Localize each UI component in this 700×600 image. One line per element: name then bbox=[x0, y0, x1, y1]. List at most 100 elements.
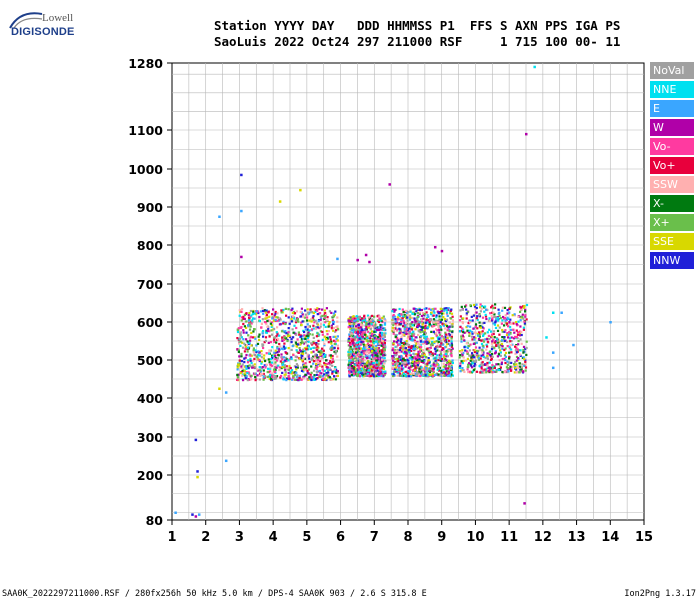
echo-point bbox=[349, 341, 352, 345]
echo-point bbox=[319, 318, 322, 321]
echo-point bbox=[353, 342, 356, 346]
echo-point bbox=[323, 362, 326, 365]
echo-point bbox=[609, 321, 612, 324]
echo-point bbox=[433, 311, 436, 314]
echo-point bbox=[272, 308, 275, 311]
echo-point bbox=[371, 371, 374, 374]
echo-point bbox=[262, 330, 265, 333]
echo-point bbox=[479, 303, 482, 306]
echo-point bbox=[261, 307, 264, 310]
echo-point bbox=[268, 361, 271, 364]
echo-point bbox=[283, 366, 286, 369]
echo-point bbox=[268, 330, 271, 333]
echo-point bbox=[361, 366, 365, 369]
echo-point bbox=[508, 345, 511, 348]
echo-point bbox=[320, 317, 323, 320]
echo-point bbox=[310, 318, 313, 321]
echo-point bbox=[316, 365, 319, 368]
echo-point bbox=[410, 372, 413, 375]
echo-point bbox=[413, 319, 416, 322]
echo-point bbox=[449, 367, 452, 370]
echo-point bbox=[306, 328, 309, 331]
echo-point bbox=[402, 372, 405, 375]
echo-point bbox=[366, 358, 369, 361]
echo-point bbox=[309, 373, 312, 376]
echo-point bbox=[272, 319, 275, 322]
echo-point bbox=[515, 329, 518, 332]
echo-point bbox=[458, 356, 461, 359]
echo-point bbox=[243, 357, 246, 360]
echo-point bbox=[327, 336, 330, 339]
echo-point bbox=[429, 313, 433, 316]
echo-point bbox=[420, 328, 423, 331]
echo-point bbox=[296, 374, 299, 377]
echo-point bbox=[497, 308, 500, 311]
echo-point bbox=[301, 313, 304, 316]
echo-point bbox=[433, 245, 437, 249]
echo-point bbox=[392, 330, 395, 333]
echo-point bbox=[406, 370, 409, 373]
echo-point bbox=[248, 336, 251, 340]
echo-point bbox=[362, 355, 365, 359]
echo-point bbox=[315, 373, 319, 376]
echo-point bbox=[302, 315, 305, 318]
echo-point bbox=[402, 310, 405, 314]
echo-point bbox=[439, 343, 442, 347]
echo-point bbox=[254, 337, 257, 340]
echo-point bbox=[394, 349, 397, 352]
echo-point bbox=[482, 338, 485, 341]
echo-point bbox=[356, 258, 359, 262]
echo-point bbox=[488, 369, 491, 372]
echo-point bbox=[396, 318, 400, 321]
echo-point bbox=[285, 314, 288, 317]
echo-point bbox=[380, 334, 383, 337]
echo-point bbox=[403, 333, 406, 336]
echo-point bbox=[449, 362, 452, 365]
echo-point bbox=[493, 346, 496, 349]
echo-point bbox=[358, 328, 361, 331]
echo-point bbox=[372, 366, 375, 369]
echo-point bbox=[377, 326, 380, 329]
echo-point bbox=[294, 341, 297, 344]
echo-points bbox=[174, 65, 612, 518]
echo-point bbox=[334, 335, 337, 338]
echo-point bbox=[351, 342, 354, 345]
echo-point bbox=[450, 336, 453, 339]
echo-point bbox=[253, 312, 256, 315]
echo-point bbox=[372, 339, 375, 342]
echo-point bbox=[279, 345, 282, 348]
echo-point bbox=[384, 371, 387, 375]
echo-point bbox=[422, 374, 425, 377]
echo-point bbox=[374, 363, 377, 366]
echo-point bbox=[368, 260, 371, 264]
echo-point bbox=[520, 342, 523, 345]
echo-point bbox=[401, 317, 404, 320]
echo-point bbox=[425, 366, 428, 369]
echo-point bbox=[458, 350, 461, 353]
echo-point bbox=[439, 327, 442, 330]
echo-point bbox=[430, 330, 433, 333]
echo-point bbox=[274, 316, 277, 319]
echo-point bbox=[421, 326, 424, 329]
echo-point bbox=[459, 325, 462, 329]
echo-point bbox=[267, 341, 270, 344]
echo-point bbox=[493, 366, 496, 370]
echo-point bbox=[461, 308, 464, 311]
echo-point bbox=[370, 344, 373, 347]
echo-point bbox=[508, 307, 511, 310]
echo-point bbox=[507, 325, 510, 328]
echo-point bbox=[501, 336, 504, 339]
echo-point bbox=[506, 345, 509, 348]
echo-point bbox=[462, 328, 465, 331]
echo-point bbox=[300, 339, 303, 343]
echo-point bbox=[402, 315, 405, 318]
echo-point bbox=[515, 363, 518, 366]
echo-point bbox=[327, 325, 330, 328]
echo-point bbox=[303, 375, 306, 378]
echo-point bbox=[382, 358, 385, 361]
echo-point bbox=[330, 378, 333, 381]
echo-point bbox=[489, 358, 493, 361]
echo-point bbox=[273, 338, 276, 341]
echo-point bbox=[404, 342, 407, 345]
legend-item: NNE bbox=[650, 81, 694, 98]
